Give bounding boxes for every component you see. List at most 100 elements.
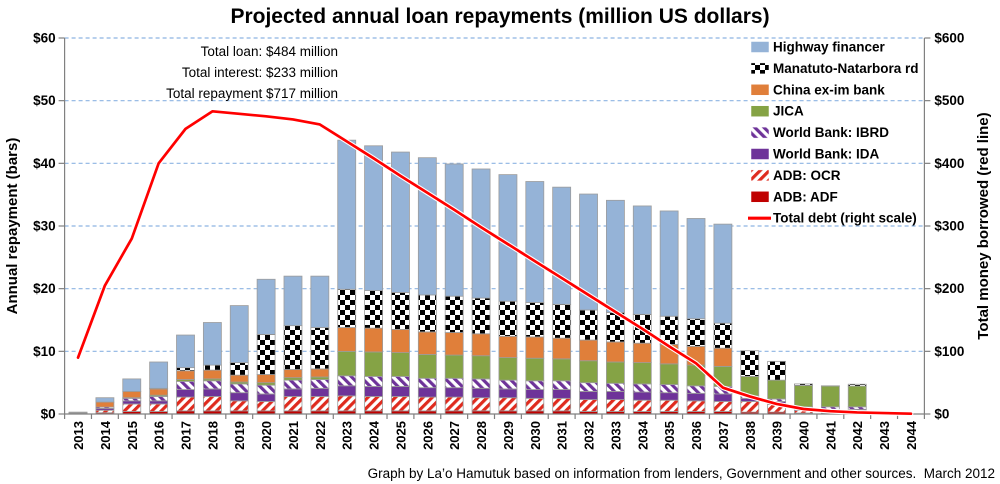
- bar-segment: [310, 387, 330, 397]
- bar-segment: [391, 375, 410, 387]
- bar-segment: [364, 386, 383, 397]
- bar-segment: [579, 193, 598, 311]
- bar-segment: [686, 400, 706, 412]
- bar-segment: [444, 396, 464, 412]
- bar-segment: [471, 297, 491, 335]
- year-label: 2029: [501, 421, 516, 450]
- bar-segment: [310, 327, 330, 370]
- bar-segment: [310, 396, 330, 412]
- totals-annotation: Total loan: $484 million Total interest:…: [0, 41, 338, 104]
- legend-item-wb_ida: World Bank: IDA: [750, 147, 880, 162]
- bar-segment: [310, 275, 330, 328]
- bar-segment: [337, 395, 357, 412]
- bar-segment: [659, 363, 679, 385]
- bar-segment: [794, 383, 813, 386]
- bar-segment: [525, 380, 545, 390]
- bar-segment: [498, 357, 518, 381]
- year-label: 2034: [635, 420, 650, 450]
- year-label: 2014: [98, 420, 113, 450]
- bar-segment: [229, 400, 249, 412]
- bar-segment: [579, 309, 598, 341]
- year-label: 2043: [877, 421, 892, 450]
- bar-segment: [740, 401, 760, 413]
- legend-label: Manatuto-Natarbora rd: [773, 61, 919, 76]
- bar-segment: [552, 303, 572, 339]
- legend-item-manatuto: Manatuto-Natarbora rd: [750, 61, 919, 76]
- legend-swatch: [750, 41, 770, 53]
- bar-segment: [579, 382, 598, 392]
- right-tick-label: $300: [934, 219, 964, 234]
- stacked-bars: [68, 139, 867, 415]
- bar-segment: [579, 399, 598, 412]
- year-label: 2036: [689, 421, 704, 450]
- legend-item-adb_adf: ADB: ADF: [750, 189, 838, 204]
- bar-segment: [606, 391, 625, 400]
- bar-segment: [417, 157, 437, 296]
- bar-segment: [364, 351, 383, 377]
- bar-segment: [283, 325, 303, 370]
- year-label: 2025: [393, 421, 408, 450]
- bar-segment: [471, 387, 491, 399]
- bar-segment: [444, 332, 464, 356]
- bar-segment: [794, 385, 813, 408]
- bar-segment: [417, 377, 437, 389]
- legend-item-china: China ex-im bank: [750, 82, 885, 97]
- bar-segment: [713, 393, 733, 402]
- bar-segment: [337, 375, 357, 387]
- bar-segment: [606, 382, 625, 392]
- legend-swatch: [750, 105, 770, 117]
- bar-segment: [579, 391, 598, 400]
- right-tick-label: $600: [934, 31, 964, 46]
- bar-segment: [525, 302, 545, 338]
- left-tick-label: $0: [41, 407, 56, 422]
- bar-segment: [552, 380, 572, 390]
- annotation-total-repayment: Total repayment $717 million: [166, 86, 338, 101]
- bar-segment: [471, 378, 491, 389]
- bar-segment: [391, 396, 410, 412]
- bar-segment: [391, 386, 410, 397]
- year-label: 2035: [662, 421, 677, 450]
- chart-title: Projected annual loan repayments (millio…: [230, 5, 770, 28]
- bar-segment: [767, 379, 787, 400]
- bar-segment: [391, 328, 410, 353]
- bar-segment: [686, 218, 706, 320]
- legend-label: Total debt (right scale): [773, 211, 917, 226]
- year-label: 2039: [770, 421, 785, 450]
- year-label: 2031: [555, 421, 570, 450]
- legend-label: Highway financer: [773, 40, 886, 55]
- bar-segment: [283, 379, 303, 390]
- bar-segment: [256, 278, 276, 335]
- bar-segment: [256, 334, 276, 375]
- bar-segment: [149, 361, 169, 389]
- credit-line: Graph by La’o Hamutuk based on informati…: [367, 466, 995, 481]
- bar-segment: [767, 360, 787, 381]
- legend-swatch: [750, 191, 770, 203]
- bar-segment: [202, 369, 222, 380]
- bar-segment: [391, 292, 410, 330]
- bar-segment: [606, 399, 625, 412]
- year-label: 2020: [259, 421, 274, 450]
- year-label: 2013: [71, 421, 86, 450]
- bar-segment: [820, 385, 840, 408]
- bar-segment: [471, 397, 491, 412]
- bar-segment: [149, 396, 169, 402]
- bar-segment: [444, 354, 464, 379]
- bar-segment: [229, 362, 249, 376]
- bar-segment: [283, 396, 303, 412]
- bar-segment: [632, 399, 652, 412]
- bar-segment: [122, 391, 142, 399]
- legend-swatch: [750, 169, 770, 182]
- bar-segment: [606, 199, 625, 313]
- left-tick-label: $30: [33, 219, 56, 234]
- bar-segment: [337, 327, 357, 352]
- legend-swatch: [750, 84, 770, 96]
- right-axis-tick-labels: $0 $100 $200 $300 $400 $500 $600: [934, 31, 964, 422]
- left-tick-label: $50: [33, 93, 56, 108]
- legend-label: ADB: OCR: [773, 168, 841, 183]
- bar-segment: [713, 322, 733, 349]
- year-label: 2024: [367, 420, 382, 450]
- annotation-total-loan: Total loan: $484 million: [200, 44, 338, 59]
- bar-segment: [847, 385, 867, 408]
